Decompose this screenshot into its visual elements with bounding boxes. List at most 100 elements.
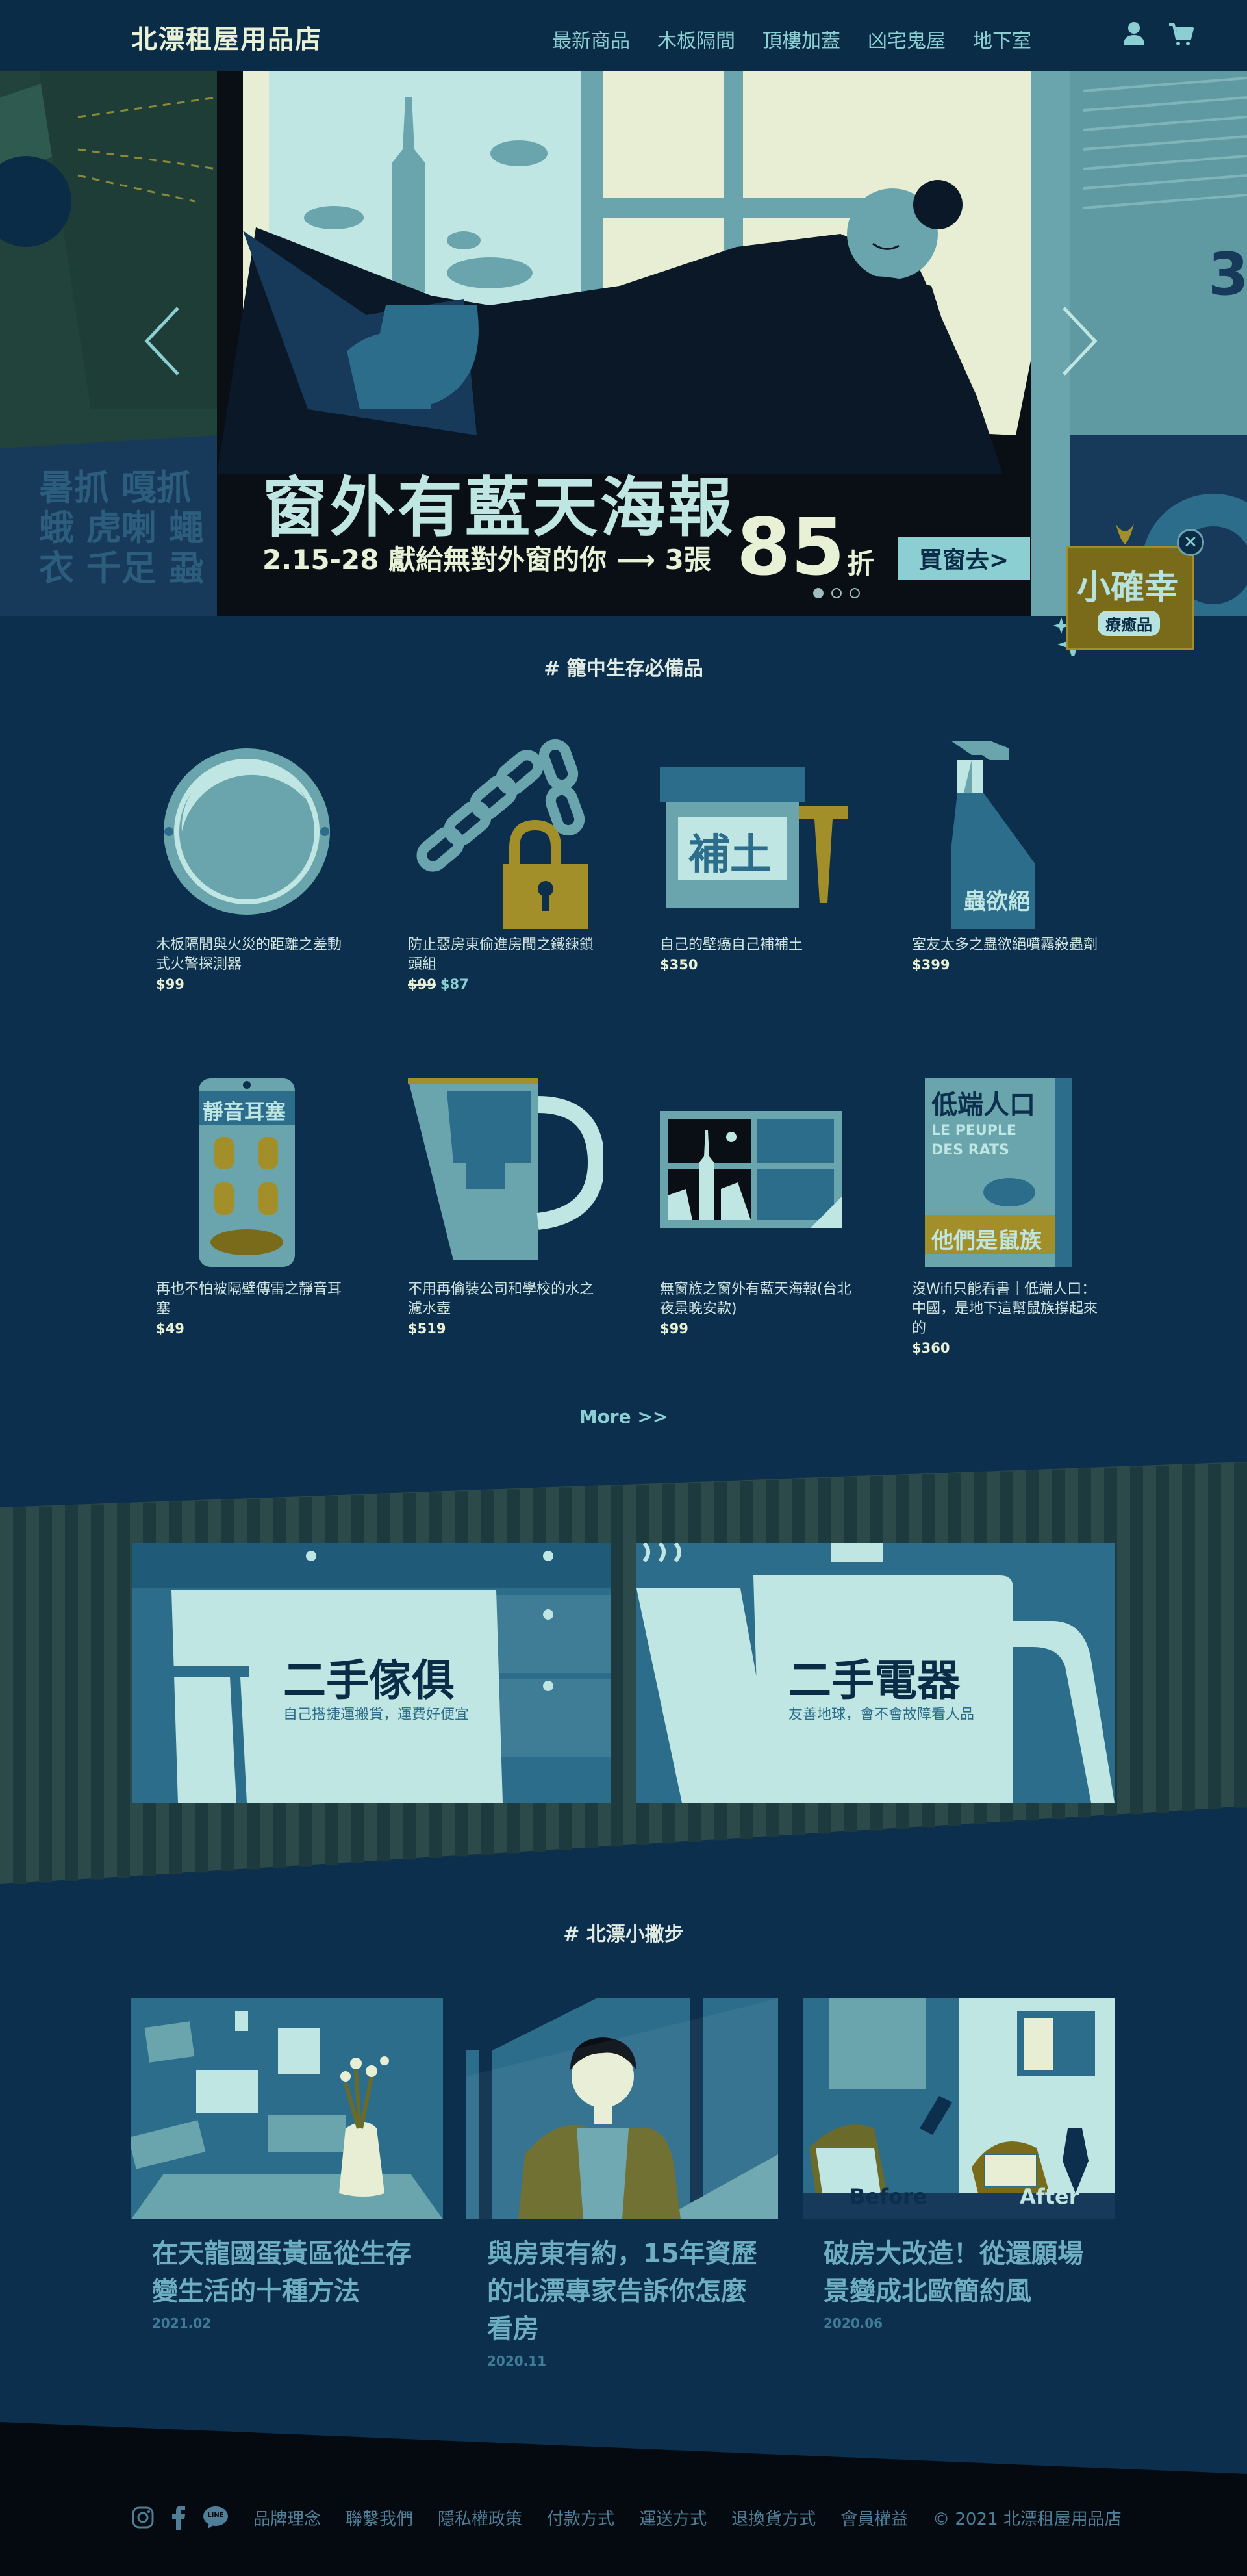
blog-card[interactable]: 與房東有約，15年資歷的北漂專家告訴你怎麼看房 2020.11 [466,1998,778,2369]
footer-link-brand[interactable]: 品牌理念 [253,2509,321,2529]
product-price: $399 [912,957,950,973]
carousel-dot-2[interactable] [831,588,842,598]
hero-carousel: 暑抓 嘎抓 蛾 虎喇 蠅 衣 千足 蝨 窗外有藍天海報 [0,71,1247,616]
product-name: 再也不怕被隔壁傳雷之靜音耳塞 [156,1281,342,1317]
footer-link-shipping[interactable]: 運送方式 [639,2509,707,2529]
carousel-dots [813,588,860,598]
product-card[interactable]: 蟲欲絕 室友太多之蟲欲絕噴霧殺蟲劑 $399 [912,721,1107,975]
product-price: $99 [660,1321,688,1336]
product-sale-price: $87 [440,976,469,992]
prev-slide-illustration [0,71,217,616]
site-header: 北漂租屋用品店 最新商品 木板隔間 頂樓加蓋 凶宅鬼屋 地下室 [0,0,1247,71]
nav-item-rooftop[interactable]: 頂樓加蓋 [762,30,840,53]
line-icon[interactable]: LINE [203,2506,229,2529]
earplugs-label: 靜音耳塞 [203,1099,286,1124]
product-price: $99 [156,976,184,992]
product-card[interactable]: 不用再偷裝公司和學校的水之濾水壺 $519 [408,1065,605,1338]
product-name: 木板隔間與火災的距離之差動式火警探測器 [156,937,342,973]
product-card[interactable]: 無窗族之窗外有藍天海報(台北夜景晚安款) $99 [660,1065,855,1338]
product-name: 沒Wifi只能看書｜低端人口：中國，是地下這幫鼠族撐起來的 [912,1281,1098,1336]
spray-label: 蟲欲絕 [964,889,1030,915]
stripe [39,1506,52,1883]
blog-card[interactable]: 在天龍國蛋黃區從生存變生活的十種方法 2021.02 [131,1998,443,2331]
stripe [91,1504,104,1880]
category-title: 二手傢俱 [283,1655,455,1705]
instagram-icon[interactable] [131,2506,155,2529]
product-card[interactable]: 防止惡房東偷進房間之鐵鍊鎖頭組 $99 $87 [408,721,603,994]
carousel-dot-3[interactable] [850,588,860,598]
nav-item-haunted[interactable]: 凶宅鬼屋 [868,30,946,53]
carousel-next-arrow[interactable] [1060,305,1099,377]
category-card-furniture[interactable]: 二手傢俱 自己搭捷運搬貨，運費好便宜 [132,1543,611,1803]
line-icon-text: LINE [207,2512,224,2519]
product-image: 蟲欲絕 [912,721,1107,936]
product-image: 低端人口 LE PEUPLE DES RATS 他們是鼠族 [912,1065,1107,1280]
category-card-appliances[interactable]: 二手電器 友善地球，會不會故障看人品 [636,1543,1115,1803]
product-card[interactable]: 低端人口 LE PEUPLE DES RATS 他們是鼠族 沒Wifi只能看書｜… [912,1065,1107,1358]
book-icon [925,1078,1072,1267]
badge-close-button[interactable]: ✕ [1177,529,1204,556]
promo-badge[interactable]: 小確幸 療癒品 ✕ [1053,520,1204,656]
after-label: After [1020,2184,1079,2209]
carousel-dot-1[interactable] [813,588,824,598]
product-card[interactable]: 靜音耳塞 再也不怕被隔壁傳雷之靜音耳塞 $49 [156,1065,351,1338]
product-name: 室友太多之蟲欲絕噴霧殺蟲劑 [912,937,1098,953]
more-products-link[interactable]: More >> [579,1406,668,1427]
product-card[interactable]: 木板隔間與火災的距離之差動式火警探測器 $99 [156,721,351,994]
product-name: 防止惡房東偷進房間之鐵鍊鎖頭組 [408,937,594,973]
nav-item-partition[interactable]: 木板隔間 [657,30,735,53]
hero-cta-button[interactable]: 買窗去> [898,537,1030,580]
user-icon[interactable] [1122,21,1146,47]
badge-tag: 療癒品 [1098,611,1160,636]
active-slide[interactable]: 窗外有藍天海報 2.15-28 獻給無對外窗的你 ⟶ 3張 85 折 買窗去> [217,71,1031,616]
product-name: 無窗族之窗外有藍天海報(台北夜景晚安款) [660,1281,851,1317]
footer-link-payment[interactable]: 付款方式 [547,2509,615,2529]
hero-title: 窗外有藍天海報 [262,470,735,546]
next-slide-peek: 3 [1031,71,1247,616]
stripe [1156,1465,1169,1813]
stripe [65,1505,78,1881]
earplugs-icon [199,1078,295,1267]
putty-label: 補土 [688,831,772,879]
footer-link-membership[interactable]: 會員權益 [840,2509,909,2529]
spray-bottle-icon [951,741,1035,929]
product-price: $99 $87 [408,975,603,994]
blog-card[interactable]: Before After 破房大改造！從還願場景變成北歐簡約風 2020.06 [803,1998,1115,2331]
furniture-illustration [132,1543,611,1803]
blog-section-title: # 北漂小撇步 [563,1923,684,1946]
stripe [117,1503,130,1878]
site-logo[interactable]: 北漂租屋用品店 [131,25,322,55]
cart-icon[interactable] [1168,21,1194,47]
footer-link-returns[interactable]: 退換貨方式 [731,2509,816,2529]
nav-item-latest[interactable]: 最新商品 [552,30,630,53]
footer-link-contact[interactable]: 聯繫我們 [346,2509,414,2529]
window-poster-icon [660,1111,842,1228]
badge-title: 小確幸 [1077,568,1179,607]
blog-image [131,1998,443,2219]
book-band-label: 他們是鼠族 [931,1228,1042,1254]
facebook-icon[interactable] [171,2505,186,2530]
product-price: $360 [912,1340,950,1356]
footer-link-privacy[interactable]: 隱私權政策 [438,2509,523,2529]
water-pitcher-icon [408,1078,605,1260]
footer-background [0,2422,1247,2576]
category-subtitle: 自己搭捷運搬貨，運費好便宜 [283,1707,470,1723]
product-image [408,1065,605,1280]
product-name: 自己的壁癌自己補補土 [660,937,803,953]
before-label: Before [850,2184,927,2209]
category-subtitle: 友善地球，會不會故障看人品 [788,1707,975,1723]
blog-image: Before After [803,1998,1115,2219]
product-image [156,721,351,936]
product-card[interactable]: 補土 自己的壁癌自己補補土 $350 [660,721,855,975]
next-slide-text: 3 [1208,240,1247,309]
product-image [408,721,603,936]
carousel-prev-arrow[interactable] [143,305,182,377]
nav-item-basement[interactable]: 地下室 [973,30,1031,53]
stripe [1130,1466,1143,1815]
product-image [660,1065,855,1280]
product-price: $49 [156,1321,184,1336]
category-title: 二手電器 [788,1655,960,1705]
stripe [611,1485,624,1847]
putty-tub-icon [660,767,848,908]
main-nav: 最新商品 木板隔間 頂樓加蓋 凶宅鬼屋 地下室 [552,25,1031,53]
